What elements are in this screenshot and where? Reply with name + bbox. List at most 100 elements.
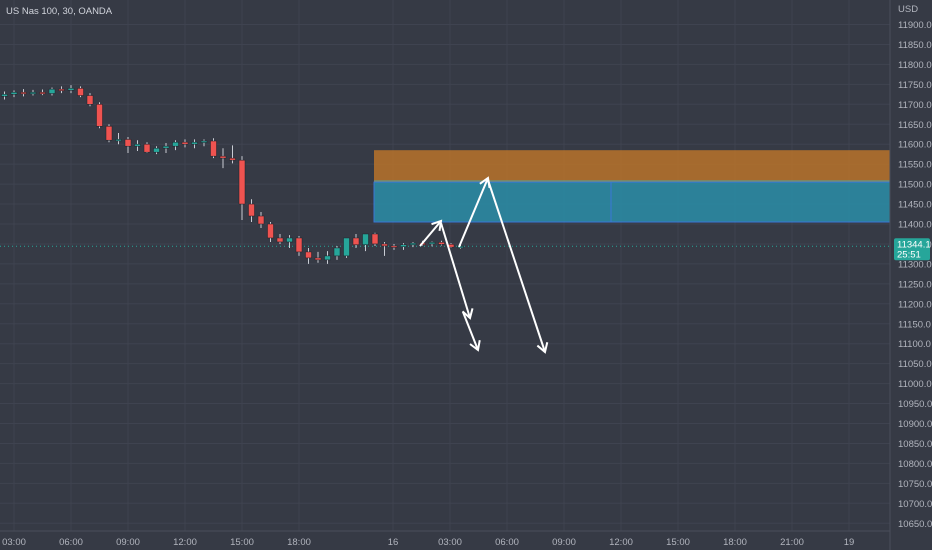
candle-body bbox=[219, 155, 227, 159]
price-tick-label: 10850.0 bbox=[898, 439, 932, 450]
candle-body bbox=[58, 88, 65, 91]
candle-body bbox=[200, 140, 208, 143]
candle-body bbox=[457, 246, 464, 249]
time-tick-label: 21:00 bbox=[780, 537, 804, 548]
price-tick-label: 11600.0 bbox=[898, 140, 932, 151]
price-tick-label: 11050.0 bbox=[898, 359, 932, 370]
arrow-line[interactable] bbox=[440, 222, 471, 319]
arrow-head bbox=[536, 342, 549, 354]
time-axis-panel[interactable] bbox=[0, 531, 890, 550]
arrow-line[interactable] bbox=[462, 311, 479, 351]
candle-body bbox=[124, 139, 132, 147]
price-tick-label: 11700.0 bbox=[898, 100, 932, 111]
candle-body bbox=[390, 245, 398, 248]
candle-body bbox=[428, 242, 436, 245]
candle-body bbox=[86, 95, 94, 105]
candles bbox=[1, 85, 464, 264]
candle-body bbox=[134, 143, 141, 147]
arrow-head bbox=[461, 308, 474, 320]
price-tag-countdown: 25:51 bbox=[897, 249, 921, 260]
price-tick-label: 11000.0 bbox=[898, 379, 932, 390]
candle-body bbox=[172, 141, 179, 147]
arrow-head bbox=[431, 219, 443, 232]
candle-body bbox=[96, 104, 103, 127]
candle-body bbox=[20, 92, 27, 95]
price-tick-label: 11150.0 bbox=[898, 319, 931, 330]
price-tag: 11344.1 25:51 bbox=[894, 238, 931, 260]
time-tick-label: 15:00 bbox=[666, 537, 690, 548]
price-tick-label: 11800.0 bbox=[898, 60, 932, 71]
price-axis-panel[interactable] bbox=[890, 0, 932, 550]
candle-body bbox=[153, 147, 160, 153]
price-tick-label: 10950.0 bbox=[898, 399, 932, 410]
price-tick-label: 11400.0 bbox=[898, 220, 932, 231]
candle-body bbox=[48, 88, 56, 94]
price-tag-value: 11344.1 bbox=[897, 239, 931, 250]
candle-body bbox=[295, 237, 303, 253]
candle-body bbox=[238, 159, 246, 205]
candle-body bbox=[67, 88, 75, 91]
time-tick-label: 03:00 bbox=[438, 537, 462, 548]
candle-body bbox=[1, 94, 8, 97]
candle-body bbox=[267, 223, 274, 239]
candle-body bbox=[286, 237, 293, 243]
arrow-head bbox=[469, 339, 481, 352]
price-tick-label: 11300.0 bbox=[898, 259, 932, 270]
price-tick-label: 10650.0 bbox=[898, 519, 932, 530]
time-tick-label: 12:00 bbox=[609, 537, 633, 548]
candle-body bbox=[39, 92, 46, 95]
price-tick-label: 11250.0 bbox=[898, 279, 932, 290]
candle-body bbox=[181, 141, 189, 145]
arrow-line[interactable] bbox=[458, 177, 489, 248]
candle-body bbox=[229, 157, 236, 161]
time-tick-label: 12:00 bbox=[173, 537, 197, 548]
candle-body bbox=[210, 140, 217, 157]
arrow-line[interactable] bbox=[487, 179, 546, 353]
price-tick-label: 11850.0 bbox=[898, 40, 932, 51]
time-tick-label: 06:00 bbox=[495, 537, 519, 548]
candle-body bbox=[162, 145, 170, 149]
candle-body bbox=[257, 215, 265, 225]
price-tick-label: 11550.0 bbox=[898, 160, 932, 171]
candle-body bbox=[276, 237, 284, 243]
candle-body bbox=[438, 242, 445, 245]
upper-zone[interactable] bbox=[374, 150, 890, 181]
candle-body bbox=[115, 139, 122, 142]
price-tag-box bbox=[894, 238, 930, 261]
candle-body bbox=[371, 233, 379, 245]
price-tick-label: 10900.0 bbox=[898, 419, 932, 430]
price-tick-label: 10800.0 bbox=[898, 459, 932, 470]
candle-body bbox=[343, 237, 350, 257]
zone-mid-band bbox=[374, 180, 890, 183]
time-tick-label: 18:00 bbox=[287, 537, 311, 548]
candle-body bbox=[143, 143, 151, 153]
price-tick-label: 11500.0 bbox=[898, 180, 932, 191]
symbol-title: US Nas 100, 30, OANDA bbox=[6, 6, 113, 17]
time-tick-label: 19 bbox=[844, 537, 855, 548]
candle-body bbox=[352, 237, 360, 245]
price-tick-label: 11450.0 bbox=[898, 200, 932, 211]
candle-body bbox=[381, 243, 388, 247]
price-tick-label: 10700.0 bbox=[898, 499, 932, 510]
price-tick-label: 11200.0 bbox=[898, 299, 932, 310]
candle-body bbox=[191, 141, 198, 145]
price-tick-label: 11100.0 bbox=[898, 339, 931, 350]
candle-body bbox=[409, 242, 417, 245]
time-tick-label: 15:00 bbox=[230, 537, 254, 548]
time-axis: 03:00 06:00 09:00 12:00 15:00 18:00 16 03:00 06:… bbox=[2, 537, 854, 548]
time-tick-label: 18:00 bbox=[723, 537, 747, 548]
candle-body bbox=[305, 251, 312, 259]
currency-label: USD bbox=[898, 4, 918, 15]
price-tick-label: 11900.0 bbox=[898, 20, 932, 31]
drawn-arrows bbox=[419, 176, 549, 354]
price-tick-label: 11650.0 bbox=[898, 120, 932, 131]
time-tick-label: 06:00 bbox=[59, 537, 83, 548]
candle-body bbox=[248, 203, 255, 217]
arrow-line[interactable] bbox=[419, 220, 442, 247]
price-tick-label: 11750.0 bbox=[898, 80, 932, 91]
time-tick-label: 03:00 bbox=[2, 537, 26, 548]
candle-body bbox=[333, 247, 341, 257]
lower-zone[interactable] bbox=[373, 181, 891, 223]
